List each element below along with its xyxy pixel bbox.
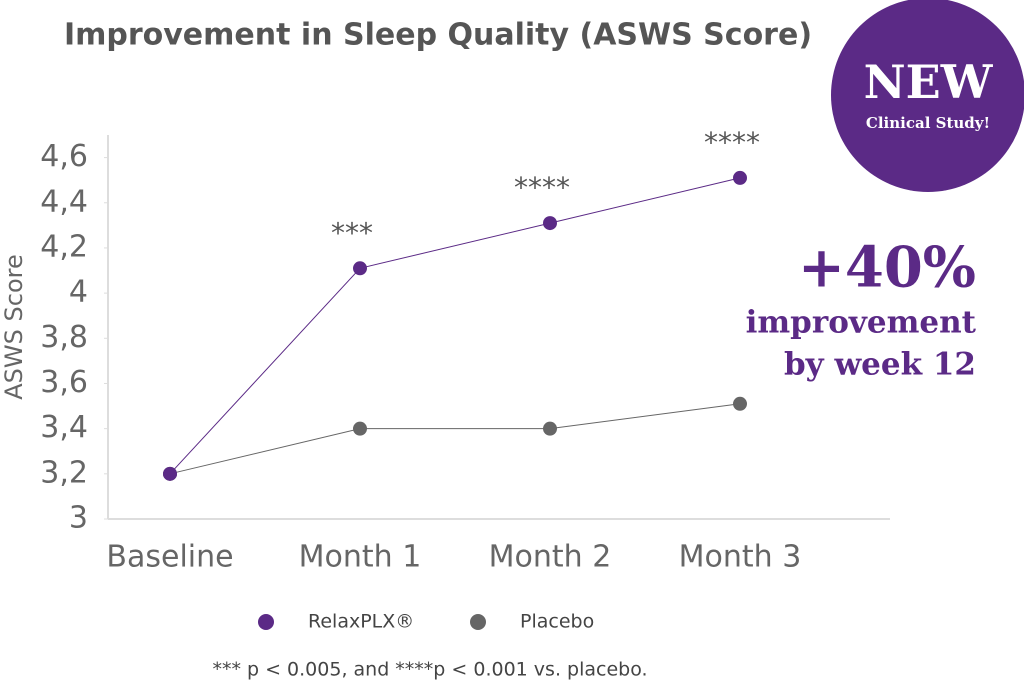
significance-label: **** — [514, 171, 570, 204]
callout-line: improvement — [746, 305, 977, 341]
y-tick-label: 4,2 — [40, 229, 88, 264]
y-tick-label: 4 — [69, 275, 88, 310]
x-tick-label: Month 3 — [679, 540, 802, 575]
x-tick-label: Month 2 — [489, 540, 612, 575]
badge-subtitle: Clinical Study! — [866, 114, 990, 132]
badge-title: NEW — [864, 55, 994, 109]
y-tick-label: 3,8 — [40, 320, 88, 355]
legend-marker — [258, 614, 274, 630]
data-point — [543, 216, 557, 231]
data-point — [543, 421, 557, 436]
series-line — [169, 177, 741, 475]
x-tick-label: Month 1 — [299, 540, 422, 575]
y-tick-label: 4,4 — [40, 184, 88, 219]
y-axis-label: ASWS Score — [0, 254, 28, 399]
y-tick-label: 3,6 — [40, 365, 88, 400]
data-point — [353, 421, 367, 436]
y-tick-label: 3 — [69, 501, 88, 536]
legend-label: Placebo — [520, 611, 594, 633]
data-point — [733, 170, 747, 185]
legend-marker — [470, 614, 486, 630]
y-tick-label: 3,2 — [40, 455, 88, 490]
y-tick-label: 4,6 — [40, 139, 88, 174]
legend-label: RelaxPLX® — [308, 611, 414, 633]
callout-headline: +40% — [798, 235, 976, 301]
badge — [831, 0, 1024, 192]
x-tick-label: Baseline — [106, 540, 233, 575]
significance-label: **** — [704, 126, 760, 159]
callout-line: by week 12 — [784, 347, 976, 383]
significance-label: *** — [331, 216, 373, 249]
data-point — [733, 396, 747, 411]
data-point — [163, 466, 177, 481]
data-point — [353, 261, 367, 276]
y-tick-label: 3,4 — [40, 410, 88, 445]
footnote: *** p < 0.005, and ****p < 0.001 vs. pla… — [212, 659, 647, 681]
series-line — [169, 403, 741, 475]
chart-title: Improvement in Sleep Quality (ASWS Score… — [64, 18, 812, 53]
